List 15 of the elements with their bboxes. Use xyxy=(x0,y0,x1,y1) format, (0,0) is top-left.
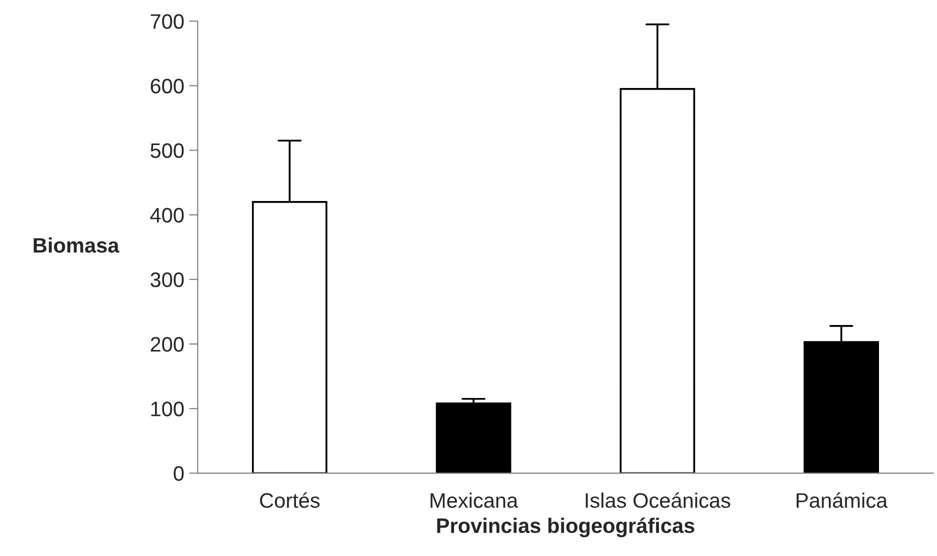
y-tick-label: 100 xyxy=(151,402,184,416)
y-tick-label: 0 xyxy=(174,466,184,481)
y-tick-label: 600 xyxy=(150,78,184,94)
y-tick-label: 400 xyxy=(150,208,184,223)
x-axis-title: Provincias biogeográficas xyxy=(437,518,694,538)
y-tick-label: 200 xyxy=(150,337,184,352)
y-tick-label: 500 xyxy=(150,143,184,158)
x-tick-label: Panámica xyxy=(796,492,888,508)
y-axis-title: Biomasa xyxy=(34,237,120,253)
x-tick-label: Islas Oceánicas xyxy=(586,492,730,508)
x-tick-label: Mexicana xyxy=(430,492,518,508)
bar xyxy=(436,402,512,474)
y-tick-label: 300 xyxy=(150,272,184,288)
y-tick-label: 700 xyxy=(150,14,184,29)
x-tick-label: Cortés xyxy=(260,492,320,508)
